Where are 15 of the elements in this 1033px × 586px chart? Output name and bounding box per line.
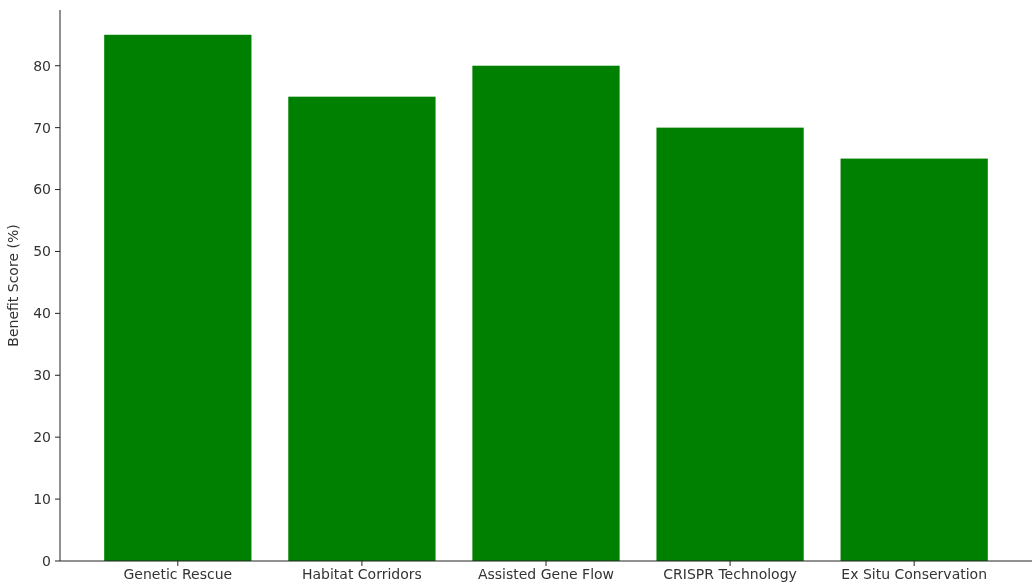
x-tick-label: Habitat Corridors (301, 566, 422, 582)
y-tick-label: 0 (42, 552, 51, 569)
y-tick-label: 30 (33, 367, 51, 384)
y-tick-label: 10 (33, 490, 51, 507)
y-tick-label: 70 (33, 119, 51, 136)
x-tick-label: CRISPR Technology (663, 566, 797, 582)
y-axis-title: Benefit Score (%) (5, 224, 21, 347)
y-tick-label: 50 (33, 243, 51, 260)
x-tick-label: Ex Situ Conservation (841, 566, 988, 582)
y-tick-label: 20 (33, 429, 51, 446)
y-tick-label: 80 (33, 57, 51, 74)
y-tick-label: 60 (33, 181, 51, 198)
y-tick-label: 40 (33, 305, 51, 322)
x-tick-label: Genetic Rescue (123, 566, 233, 582)
x-tick-label: Assisted Gene Flow (477, 566, 615, 582)
